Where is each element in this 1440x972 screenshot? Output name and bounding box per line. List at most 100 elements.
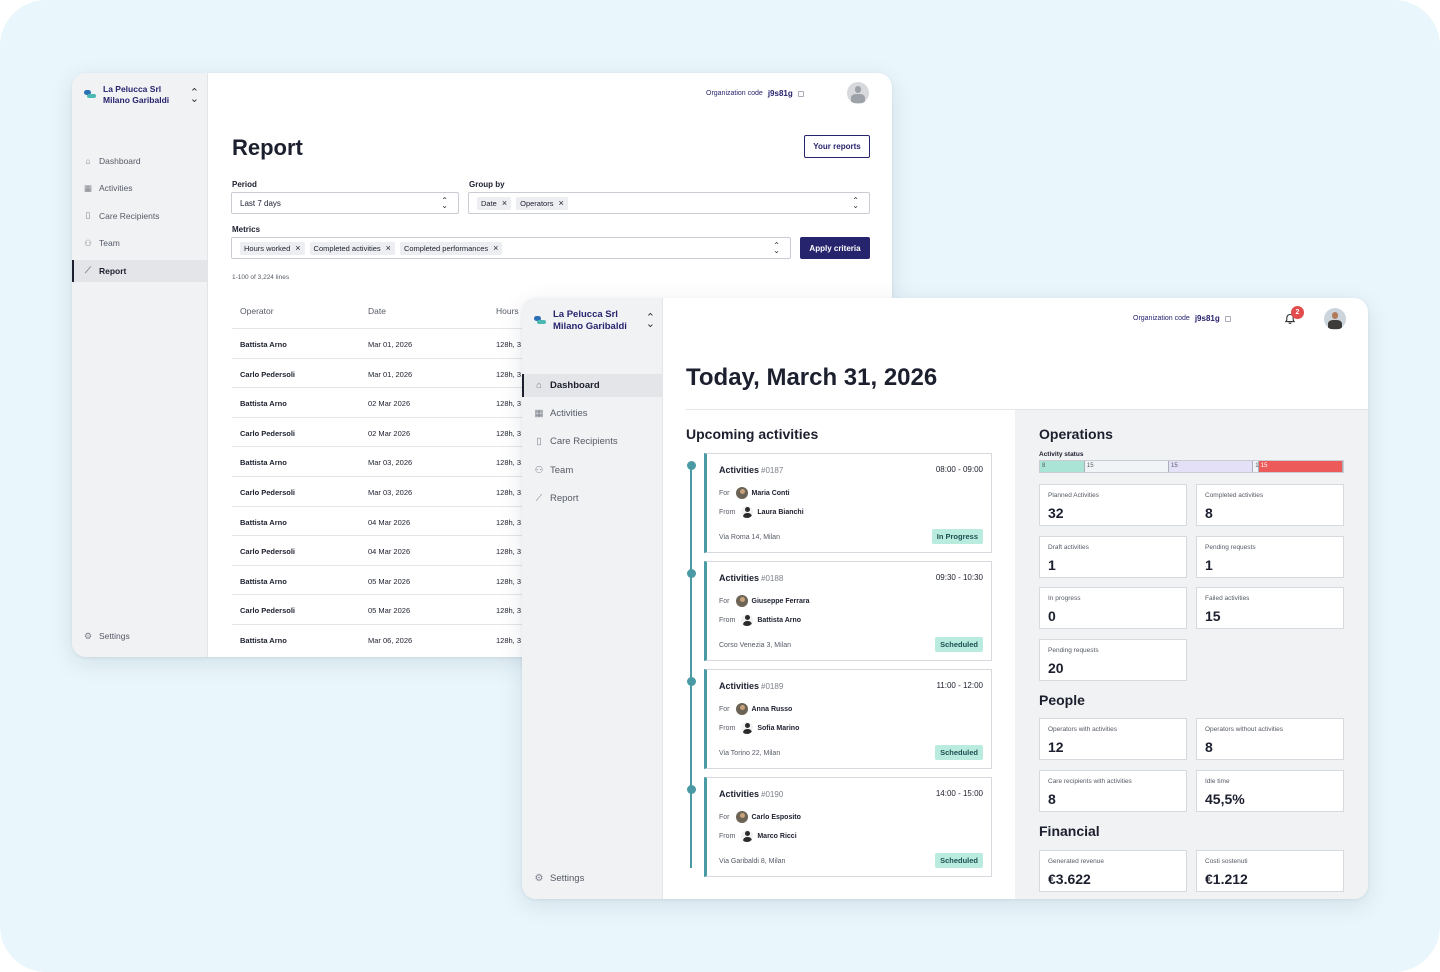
- cell-date: 02 Mar 2026: [368, 428, 411, 438]
- cell-operator: Battista Arno: [240, 458, 287, 468]
- filter-chip: Completed performances ×: [399, 241, 503, 255]
- period-label: Period: [232, 180, 257, 189]
- avatar: [735, 595, 748, 607]
- activity-title: Activities #0189: [719, 681, 783, 691]
- cell-hours: 128h, 3: [496, 340, 522, 349]
- activity-card[interactable]: Activities #0189 11:00 - 12:00 For Anna Russ…: [704, 669, 992, 769]
- calendar-icon: ▦: [534, 408, 544, 420]
- avatar: [735, 703, 748, 715]
- apply-criteria-button[interactable]: Apply criteria: [800, 237, 870, 259]
- stat-value: €1.212: [1205, 871, 1248, 887]
- sidebar-item-team[interactable]: ⚇ Team: [72, 232, 207, 254]
- chevron-updown-icon: ⌃ ⌄: [441, 196, 448, 210]
- sidebar-item-dashboard[interactable]: ⌂ Dashboard: [72, 150, 207, 172]
- sidebar-item-team[interactable]: ⚇ Team: [522, 459, 662, 482]
- sidebar-item-care-recipients[interactable]: ▯ Care Recipients: [522, 430, 662, 453]
- for-label: For: [719, 813, 730, 821]
- activity-address: Corso Venezia 3, Milan: [719, 642, 791, 649]
- sidebar-item-activities[interactable]: ▦ Activities: [522, 402, 662, 425]
- chevron-updown-icon[interactable]: ⌃ ⌄: [189, 87, 199, 105]
- activity-id: #0190: [761, 790, 784, 799]
- stat-card: Pending requests 1: [1196, 535, 1344, 578]
- activity-title: Activities #0188: [719, 573, 783, 583]
- sidebar-item-activities[interactable]: ▦ Activities: [72, 177, 207, 199]
- sidebar-item-report[interactable]: ⟋ Report: [522, 487, 662, 510]
- activity-for: For Carlo Esposito: [719, 811, 801, 823]
- close-icon[interactable]: ×: [295, 243, 301, 253]
- activity-for: For Giuseppe Ferrara: [719, 595, 809, 607]
- org-switcher[interactable]: La Pelucca Srl Milano Garibaldi ⌃ ⌄: [83, 84, 201, 106]
- close-icon[interactable]: ×: [501, 198, 508, 208]
- from-label: From: [719, 508, 736, 516]
- chevron-updown-icon[interactable]: ⌃ ⌄: [645, 312, 655, 330]
- filter-chip: Date ×: [477, 196, 512, 210]
- operator-name[interactable]: Battista Arno: [757, 616, 802, 624]
- home-icon: ⌂: [536, 380, 542, 391]
- column-header-hours[interactable]: Hours: [496, 306, 519, 316]
- care-recipient-name[interactable]: Carlo Esposito: [751, 813, 801, 821]
- stat-value: 32: [1048, 505, 1064, 521]
- cell-date: 02 Mar 2026: [368, 399, 411, 409]
- care-recipient-name[interactable]: Maria Conti: [751, 489, 790, 497]
- sidebar-item-care-recipients[interactable]: ▯ Care Recipients: [72, 205, 207, 227]
- cell-hours: 128h, 3: [496, 576, 522, 586]
- stat-value: 8: [1048, 790, 1056, 807]
- activity-card[interactable]: Activities #0190 14:00 - 15:00 For Carlo Esp…: [704, 777, 992, 877]
- org-branch: Milano Garibaldi: [103, 95, 170, 106]
- column-header-date[interactable]: Date: [368, 306, 386, 316]
- home-icon: ⌂: [85, 156, 91, 166]
- activity-card[interactable]: Activities #0188 09:30 - 10:30 For Giuseppe …: [704, 561, 992, 661]
- org-switcher[interactable]: La Pelucca Srl Milano Garibaldi ⌃ ⌄: [533, 309, 657, 334]
- care-recipient-name[interactable]: Giuseppe Ferrara: [751, 597, 810, 605]
- stat-value: 1: [1048, 556, 1056, 573]
- stat-value: 15: [1205, 608, 1221, 625]
- financial-title: Financial: [1039, 823, 1100, 839]
- metrics-select[interactable]: Hours worked × Completed activities × Comple…: [231, 237, 791, 259]
- activity-time: 14:00 - 15:00: [935, 789, 983, 798]
- close-icon[interactable]: ×: [385, 243, 391, 253]
- avatar: [741, 614, 754, 626]
- copy-icon[interactable]: [1224, 315, 1231, 322]
- cell-operator: Battista Arno: [240, 517, 287, 527]
- stat-card: Failed activities 15: [1196, 587, 1344, 630]
- avatar: [741, 830, 754, 842]
- stat-value: 45,5%: [1205, 790, 1245, 807]
- care-recipient-name[interactable]: Anna Russo: [751, 705, 793, 713]
- stat-card: Generated revenue €3.622: [1039, 850, 1187, 892]
- sidebar-item-label: Activities: [99, 183, 133, 194]
- copy-icon[interactable]: [797, 90, 804, 97]
- stat-card: In progress 0: [1039, 587, 1187, 630]
- activity-title: Activities #0187: [719, 465, 783, 475]
- user-avatar[interactable]: [1324, 308, 1346, 330]
- user-avatar[interactable]: [847, 82, 869, 104]
- group-by-select[interactable]: Date × Operators × ⌃ ⌄: [468, 192, 870, 214]
- status-badge: Scheduled: [935, 745, 983, 760]
- for-label: For: [719, 705, 730, 713]
- period-select[interactable]: Last 7 days ⌃ ⌄: [231, 192, 459, 214]
- report-sidebar: La Pelucca Srl Milano Garibaldi ⌃ ⌄ ⌂ Dash…: [72, 73, 208, 657]
- column-header-operator[interactable]: Operator: [240, 306, 274, 316]
- org-code-label: Organization code: [706, 90, 763, 97]
- cell-operator: Carlo Pedersoli: [240, 547, 296, 557]
- close-icon[interactable]: ×: [558, 198, 564, 208]
- operator-name[interactable]: Marco Ricci: [757, 832, 797, 840]
- operator-name[interactable]: Sofia Marino: [757, 724, 800, 732]
- your-reports-button[interactable]: Your reports: [804, 135, 870, 158]
- sidebar-item-label: Dashboard: [99, 156, 141, 166]
- chip-label: Operators: [520, 198, 554, 208]
- chevron-updown-icon: ⌃ ⌄: [852, 196, 859, 210]
- sidebar-item-dashboard[interactable]: ⌂ Dashboard: [522, 374, 662, 397]
- sidebar-item-label: Team: [550, 464, 574, 476]
- stat-card: Operators without activities 8: [1196, 718, 1344, 760]
- sidebar-item-report[interactable]: ⟋ Report: [72, 259, 207, 282]
- calendar-icon: ▦: [83, 182, 93, 193]
- close-icon[interactable]: ×: [493, 243, 499, 253]
- sidebar-item-settings[interactable]: ⚙ Settings: [72, 629, 207, 643]
- status-badge: In Progress: [931, 529, 983, 544]
- sidebar-item-settings[interactable]: ⚙ Settings: [522, 871, 662, 885]
- operator-name[interactable]: Laura Bianchi: [757, 508, 804, 516]
- filter-chip: Completed activities ×: [309, 241, 395, 255]
- activity-card[interactable]: Activities #0187 08:00 - 09:00 For Maria Con…: [704, 453, 992, 553]
- upcoming-title: Upcoming activities: [686, 426, 819, 442]
- cell-operator: Battista Arno: [240, 576, 287, 586]
